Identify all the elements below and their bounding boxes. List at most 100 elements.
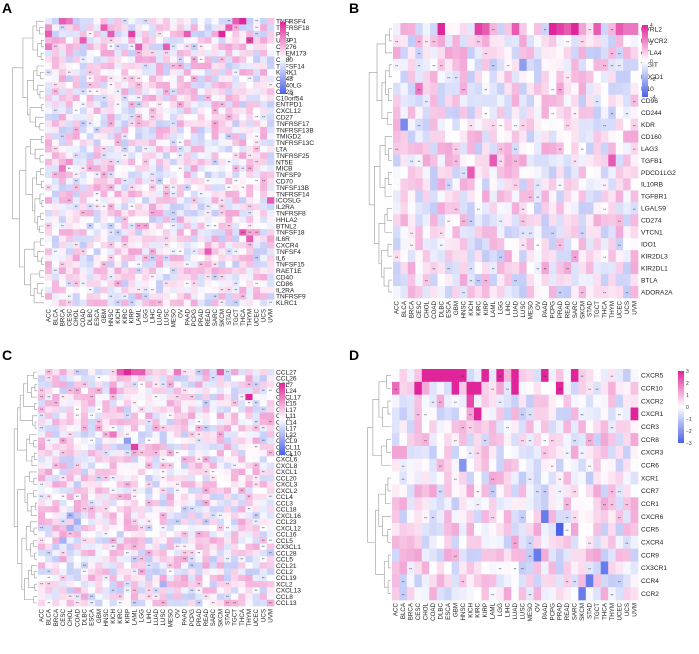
heatmap-cell xyxy=(563,420,572,434)
heatmap-cell xyxy=(608,458,616,473)
significance-mark: ** xyxy=(151,52,154,56)
heatmap-cell xyxy=(245,456,253,463)
heatmap-cell xyxy=(578,214,587,227)
heatmap-cell xyxy=(102,369,110,376)
row-label: CCL22 xyxy=(276,432,297,439)
significance-mark: ** xyxy=(123,154,126,158)
significance-mark: ** xyxy=(425,100,428,104)
heatmap-cell xyxy=(252,475,261,482)
heatmap-cell xyxy=(138,593,146,601)
heatmap-cell xyxy=(407,23,416,36)
column-label: ACC xyxy=(39,608,46,622)
significance-mark: ** xyxy=(158,103,161,107)
significance-mark: ** xyxy=(255,589,258,593)
heatmap-cell xyxy=(45,37,53,44)
heatmap-cell xyxy=(109,531,118,538)
heatmap-cell xyxy=(452,46,461,60)
heatmap-cell xyxy=(156,152,164,160)
heatmap-cell xyxy=(511,70,520,84)
significance-mark: ** xyxy=(123,20,126,24)
heatmap-cell xyxy=(608,34,617,48)
significance-mark: ** xyxy=(68,167,71,171)
heatmap-cell xyxy=(52,412,60,420)
significance-mark: ** xyxy=(255,141,258,145)
heatmap-cell xyxy=(197,165,205,172)
heatmap-cell xyxy=(444,262,453,275)
heatmap-cell xyxy=(88,537,96,544)
heatmap-cell xyxy=(197,171,205,179)
significance-mark: ** xyxy=(172,122,175,126)
heatmap-cell xyxy=(100,222,108,230)
row-label: HHLA2 xyxy=(276,217,298,224)
significance-mark: ** xyxy=(214,160,217,164)
heatmap-cell xyxy=(422,238,431,251)
significance-mark: ** xyxy=(76,464,79,468)
dendrogram-branch xyxy=(33,477,37,485)
heatmap-cell xyxy=(95,381,103,389)
heatmap-cell xyxy=(503,523,512,537)
heatmap-cell xyxy=(259,393,268,401)
heatmap-cell xyxy=(421,535,430,550)
heatmap-cell xyxy=(181,499,189,507)
heatmap-cell xyxy=(467,106,476,120)
heatmap-cell xyxy=(65,43,74,51)
heatmap-cell xyxy=(202,537,210,544)
heatmap-cell xyxy=(73,468,82,476)
heatmap-cell xyxy=(232,152,240,160)
column-label: CHOL xyxy=(67,608,74,626)
heatmap-cell xyxy=(239,30,247,38)
heatmap-cell xyxy=(45,126,53,134)
heatmap-cell xyxy=(630,82,639,96)
heatmap-cell xyxy=(72,178,81,185)
heatmap-cell xyxy=(266,450,275,457)
heatmap-cell xyxy=(436,420,445,434)
heatmap-cell xyxy=(422,166,431,179)
heatmap-cell xyxy=(437,238,446,251)
heatmap-cell xyxy=(149,133,157,140)
row-label: TNFRSF8 xyxy=(276,211,306,218)
significance-mark: ** xyxy=(221,301,224,305)
significance-mark: ** xyxy=(529,555,532,559)
heatmap-cell xyxy=(59,543,67,551)
heatmap-cell xyxy=(266,418,275,426)
heatmap-cell xyxy=(195,531,203,538)
heatmap-cell xyxy=(52,418,60,426)
heatmap-cell xyxy=(73,537,82,544)
heatmap-cell xyxy=(93,62,101,70)
heatmap-cell xyxy=(45,152,53,160)
heatmap-cell xyxy=(149,43,157,51)
heatmap-cells: ****************************************… xyxy=(392,369,639,601)
heatmap-cell xyxy=(173,556,182,563)
heatmap-cell xyxy=(58,30,67,38)
column-label: LUAD xyxy=(157,308,164,325)
heatmap-cell xyxy=(100,254,108,262)
heatmap-cell xyxy=(93,216,101,224)
heatmap-cell xyxy=(392,548,400,562)
heatmap-cell xyxy=(173,512,182,520)
heatmap-cell xyxy=(73,375,82,382)
heatmap-cell xyxy=(123,437,132,445)
heatmap-cell xyxy=(188,531,196,538)
heatmap-cell xyxy=(459,446,467,460)
significance-mark: ** xyxy=(76,601,79,605)
heatmap-cell xyxy=(421,420,430,434)
heatmap-cell xyxy=(519,118,527,131)
heatmap-cell xyxy=(223,506,232,513)
heatmap-cell xyxy=(223,418,232,426)
significance-mark: ** xyxy=(248,224,251,228)
heatmap-cell xyxy=(430,82,438,96)
heatmap-cell xyxy=(51,274,60,281)
heatmap-cell xyxy=(86,184,94,192)
heatmap-cell xyxy=(135,139,143,147)
row-label: CD244 xyxy=(641,110,662,117)
heatmap-cell xyxy=(209,393,218,401)
heatmap-cell xyxy=(209,462,218,470)
heatmap-cell xyxy=(223,456,232,463)
heatmap-cell xyxy=(225,88,233,96)
heatmap-cell xyxy=(209,587,218,594)
heatmap-cell xyxy=(204,242,212,249)
heatmap-cell xyxy=(79,299,87,307)
heatmap-cell xyxy=(623,130,631,143)
heatmap-cell xyxy=(138,387,146,395)
heatmap-cell xyxy=(202,512,210,520)
